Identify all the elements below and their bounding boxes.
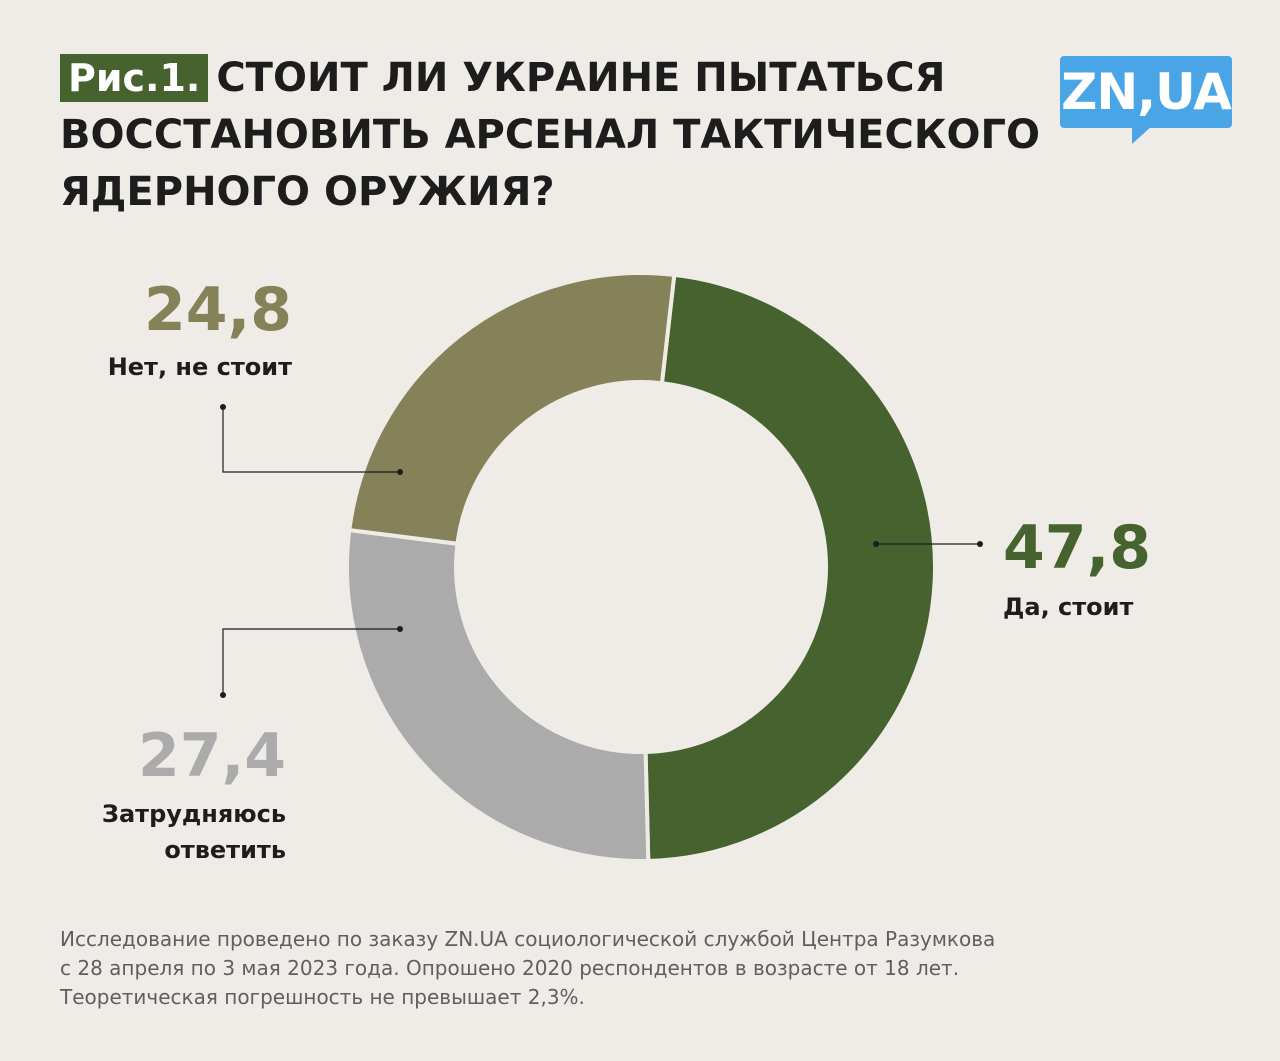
logo-background — [1060, 56, 1232, 128]
logo-text: ZN,UA — [1061, 63, 1232, 121]
title-line-1: Рис.1. СТОИТ ЛИ УКРАИНЕ ПЫТАТЬСЯ — [60, 50, 1050, 107]
slice-hard — [345, 527, 651, 863]
chart-title: Рис.1. СТОИТ ЛИ УКРАИНЕ ПЫТАТЬСЯ ВОССТАНО… — [60, 50, 1050, 221]
footnote: Исследование проведено по заказу ZN.UA с… — [60, 925, 1180, 1012]
figure-label: Рис.1. — [60, 54, 209, 102]
category-label-hard-line-2: ответить — [164, 836, 286, 864]
slice-no — [347, 271, 677, 546]
footnote-line-1: Исследование проведено по заказу ZN.UA с… — [60, 927, 996, 951]
leader-line-hard — [220, 626, 403, 698]
donut-slices — [345, 271, 937, 863]
title-line-3: ЯДЕРНОГО ОРУЖИЯ? — [60, 169, 555, 215]
zn-ua-logo: ZN,UA — [1060, 56, 1232, 146]
slice-yes — [643, 272, 937, 863]
category-label-yes: Да, стоит — [1003, 593, 1133, 621]
title-line-2: ВОССТАНОВИТЬ АРСЕНАЛ ТАКТИЧЕСКОГО — [60, 112, 1041, 158]
leader-line-yes — [873, 541, 983, 547]
footnote-line-3: Теоретическая погрешность не превышает 2… — [60, 985, 585, 1009]
leader-line-no — [220, 404, 403, 475]
category-label-no: Нет, не стоит — [108, 353, 292, 381]
value-label-yes: 47,8 — [1003, 513, 1151, 583]
title-text-1: СТОИТ ЛИ УКРАИНЕ ПЫТАТЬСЯ — [216, 55, 946, 101]
category-label-hard-line-1: Затрудняюсь — [102, 800, 286, 828]
logo-speech-tail — [1132, 126, 1152, 144]
footnote-line-2: с 28 апреля по 3 мая 2023 года. Опрошено… — [60, 956, 960, 980]
value-label-no: 24,8 — [144, 275, 292, 345]
value-label-hard: 27,4 — [138, 721, 286, 791]
